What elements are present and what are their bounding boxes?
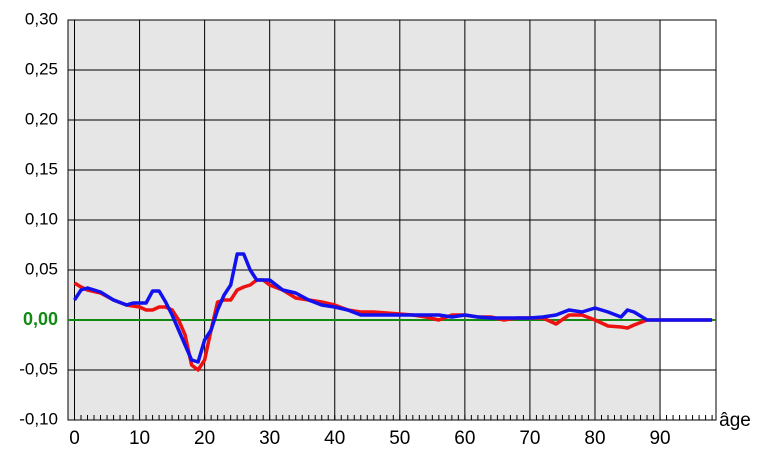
series-line: [73, 278, 713, 372]
x-tick-label: 40: [324, 428, 345, 449]
y-tick-label: -0,10: [19, 409, 58, 428]
x-tick-label: 70: [519, 428, 540, 449]
y-tick-label: 0,20: [25, 109, 58, 128]
y-tick-label: 0,30: [25, 9, 58, 28]
series-line: [73, 252, 713, 364]
y-tick-label: 0,15: [25, 159, 58, 178]
plot-frame: [67, 19, 717, 421]
x-tick-label: 80: [584, 428, 605, 449]
x-tick-label: 50: [389, 428, 410, 449]
y-tick-label: 0,00: [23, 309, 58, 329]
x-tick-label: 20: [194, 428, 215, 449]
y-tick-label: 0,10: [25, 209, 58, 228]
x-tick-label: 10: [129, 428, 150, 449]
x-tick-label: 30: [259, 428, 280, 449]
x-tick-label: 0: [69, 428, 80, 449]
x-axis-label: âge: [719, 410, 751, 431]
x-tick-label: 60: [454, 428, 475, 449]
y-tick-label: 0,05: [25, 259, 58, 278]
y-tick-label: 0,25: [25, 59, 58, 78]
x-tick-label: 90: [649, 428, 670, 449]
y-tick-label: -0,05: [19, 359, 58, 378]
